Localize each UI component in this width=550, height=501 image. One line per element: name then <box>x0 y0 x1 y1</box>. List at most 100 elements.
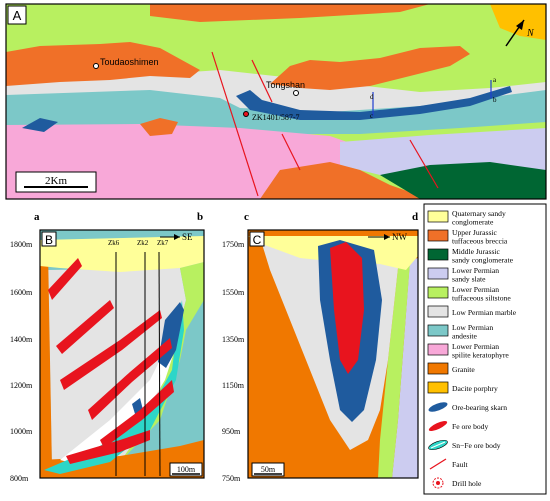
legend-swatch <box>427 343 449 356</box>
drill-line-zk7 <box>158 251 161 477</box>
section-b-drill-holes <box>115 251 161 477</box>
elevation-label: 1000m <box>10 427 33 436</box>
map-dacite-corner <box>490 4 546 40</box>
legend-swatch <box>427 362 449 375</box>
legend-item: Fe ore body <box>428 420 488 432</box>
ore-bearing-skarn-icon <box>428 402 448 412</box>
direction-arrow-nw-icon <box>368 234 390 240</box>
drillhole-label: ZK1401/587-7 <box>252 113 300 122</box>
legend-label: Low Permian marble <box>452 308 517 317</box>
section-b-quaternary <box>40 236 204 272</box>
legend-item: Sn−Fe ore body <box>428 439 501 451</box>
fault-line <box>409 139 439 189</box>
direction-label-se: SE <box>182 232 193 242</box>
map-granite-north <box>6 42 200 86</box>
section-c-scale-label: 50m <box>261 465 276 474</box>
legend-label: Lower Permian tuffaceous siltstone <box>452 285 511 303</box>
elevation-label: 1550m <box>222 288 245 297</box>
section-c-fe-core <box>330 242 364 374</box>
section-b-right-mark: b <box>197 211 203 223</box>
map-skarn-west <box>22 118 58 132</box>
drill-hole-icon <box>432 477 444 489</box>
legend-label: Low Permian andesite <box>452 323 493 341</box>
legend-swatch <box>427 324 449 337</box>
direction-arrow-se-icon <box>160 234 180 240</box>
legend-label: Fault <box>452 460 469 469</box>
map-granite-south <box>260 162 430 199</box>
section-mark-b: b <box>493 96 497 104</box>
legend-swatch <box>427 229 449 242</box>
direction-label-nw: NW <box>392 232 407 242</box>
place-point-toudaoshimen <box>93 63 99 69</box>
section-b-frame <box>39 229 205 479</box>
panel-a-label: A <box>13 8 22 23</box>
elevation-label: 1800m <box>10 240 33 249</box>
map-skarn-band <box>236 86 512 120</box>
legend-item: Middle Jurassic sandy conglomerate <box>427 247 514 265</box>
elevation-label: 1750m <box>222 240 245 249</box>
map-granite-tongshan <box>270 46 470 90</box>
legend-label: Dacite porphry <box>452 384 498 393</box>
legend-swatch <box>427 305 449 318</box>
legend-label: Lower Permian sandy slate <box>452 266 499 284</box>
legend-item: Lower Permian spilite keratophyre <box>427 342 509 360</box>
legend-label: Drill hole <box>452 479 482 488</box>
map-orange-blob <box>140 118 178 136</box>
drill-label-zk7: Zk7 <box>157 239 169 247</box>
panel-c-section: c d C NW 1750m 1550m 1350m 1150m 950m 75… <box>222 211 419 483</box>
legend-label: Ore-bearing skarn <box>452 403 507 412</box>
legend-label: Fe ore body <box>452 422 488 431</box>
legend-swatch <box>427 286 449 299</box>
elevation-label: 1600m <box>10 288 33 297</box>
section-b-elevations: 1800m 1600m 1400m 1200m 1000m 800m <box>10 240 33 483</box>
map-granite-topright <box>150 4 430 22</box>
panel-c-label: C <box>253 233 262 247</box>
legend-item: Fault <box>429 458 469 470</box>
legend-item: Quaternary sandy conglomerate <box>427 209 506 227</box>
fault-line <box>251 59 273 103</box>
panel-c-label-box <box>249 231 265 247</box>
legend-label: Middle Jurassic sandy conglomerate <box>452 247 514 265</box>
section-c-slate <box>392 258 418 478</box>
legend-item: Low Permian andesite <box>427 323 493 341</box>
north-label: N <box>526 28 535 39</box>
legend-label: Upper Jurassic tuffaceous breccia <box>452 228 508 246</box>
section-b-left-mark: a <box>34 211 40 223</box>
section-b-scale-label: 100m <box>177 465 196 474</box>
section-b-granite-left <box>40 250 52 478</box>
elevation-label: 800m <box>10 474 29 483</box>
elevation-label: 1400m <box>10 335 33 344</box>
section-c-scale-box <box>251 462 285 477</box>
north-arrow-icon: N <box>505 19 535 47</box>
panel-b-label-box <box>41 231 57 247</box>
elevation-label: 1200m <box>10 381 33 390</box>
section-b-scale-box <box>169 462 203 477</box>
legend-label: Granite <box>452 365 475 374</box>
elevation-label: 950m <box>222 427 241 436</box>
place-point-tongshan <box>293 90 299 96</box>
legend-label: Lower Permian spilite keratophyre <box>452 342 509 360</box>
elevation-label: 750m <box>222 474 241 483</box>
section-c-green <box>378 262 410 478</box>
map-green-southeast <box>380 162 546 199</box>
legend-label: Sn−Fe ore body <box>452 441 501 450</box>
place-label-tongshan: Tongshan <box>266 80 305 90</box>
section-c-right-mark: d <box>412 211 418 223</box>
panel-b-section: a b Zk6 Zk2 <box>10 211 205 483</box>
panel-a-label-box <box>7 5 27 25</box>
legend-item: Lower Permian sandy slate <box>427 266 499 284</box>
map-scale-label: 2Km <box>45 175 67 187</box>
section-c-elevations: 1750m 1550m 1350m 1150m 950m 750m <box>222 240 245 483</box>
legend-item: Ore-bearing skarn <box>428 402 507 412</box>
legend-swatch <box>427 381 449 394</box>
drill-label-zk6: Zk6 <box>108 239 120 247</box>
panel-b-label: B <box>45 233 53 247</box>
fault-line <box>281 133 301 171</box>
legend-item: Dacite porphry <box>427 381 498 394</box>
section-b-fe-bodies <box>48 258 174 464</box>
legend-swatch <box>427 210 449 223</box>
legend-swatch <box>427 248 449 261</box>
sn-fe-ore-body-icon <box>428 439 448 451</box>
drill-hole-map-point <box>243 111 249 117</box>
